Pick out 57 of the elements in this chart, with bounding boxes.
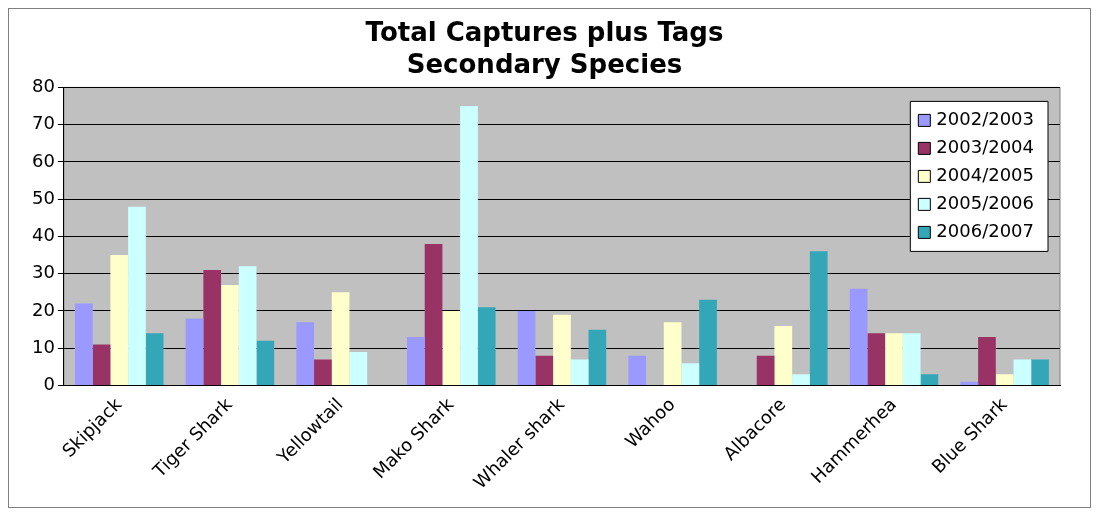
- bar: [128, 206, 146, 386]
- bar: [331, 292, 350, 386]
- bar: [460, 106, 478, 386]
- y-tick-label: 0: [43, 373, 55, 395]
- y-tick-label: 70: [32, 112, 55, 134]
- bar: [960, 381, 979, 386]
- bar: [407, 337, 425, 386]
- bar: [792, 374, 810, 386]
- bar: [92, 344, 111, 386]
- bar: [185, 318, 204, 386]
- bar: [535, 355, 554, 386]
- legend-label: 2004/2005: [936, 164, 1035, 186]
- legend-label: 2006/2007: [936, 220, 1035, 242]
- legend-label: 2003/2004: [936, 136, 1035, 158]
- bar: [442, 311, 461, 386]
- y-tick-label: 30: [32, 261, 55, 283]
- y-tick-label: 10: [32, 335, 55, 357]
- bar: [203, 270, 222, 386]
- bar: [256, 340, 275, 386]
- bar: [424, 243, 443, 386]
- bar: [477, 307, 496, 386]
- bar: [145, 333, 164, 386]
- bar: [110, 255, 129, 386]
- bar: [221, 284, 239, 386]
- bar: [902, 333, 921, 386]
- bar: [885, 333, 903, 386]
- bar: [628, 355, 647, 386]
- bar: [1031, 359, 1049, 386]
- bar: [995, 374, 1014, 386]
- bar: [1013, 359, 1032, 386]
- bar: [756, 355, 775, 386]
- chart-title: Total Captures plus Tags Secondary Species: [365, 17, 724, 79]
- bar: [349, 351, 368, 386]
- bar: [570, 359, 589, 386]
- legend-label: 2005/2006: [936, 192, 1035, 214]
- bar: [920, 374, 939, 386]
- bar: [978, 337, 996, 386]
- y-tick-label: 40: [32, 224, 55, 246]
- bar: [809, 251, 828, 386]
- bar: [296, 322, 315, 386]
- bar: [314, 359, 332, 386]
- bar: [699, 299, 717, 386]
- y-tick-label: 20: [32, 298, 55, 320]
- bar: [553, 314, 571, 386]
- bar: [238, 266, 257, 386]
- bar: [681, 363, 700, 386]
- legend-label: 2002/2003: [936, 108, 1035, 130]
- y-tick-label: 60: [32, 149, 55, 171]
- bar: [867, 333, 886, 386]
- y-tick-label: 80: [32, 75, 55, 97]
- bar: [588, 329, 607, 386]
- bar: [663, 322, 682, 386]
- bar: [517, 311, 536, 386]
- bar: [774, 325, 793, 386]
- y-tick-label: 50: [32, 186, 55, 208]
- bar: [74, 303, 93, 386]
- bar: [849, 288, 868, 386]
